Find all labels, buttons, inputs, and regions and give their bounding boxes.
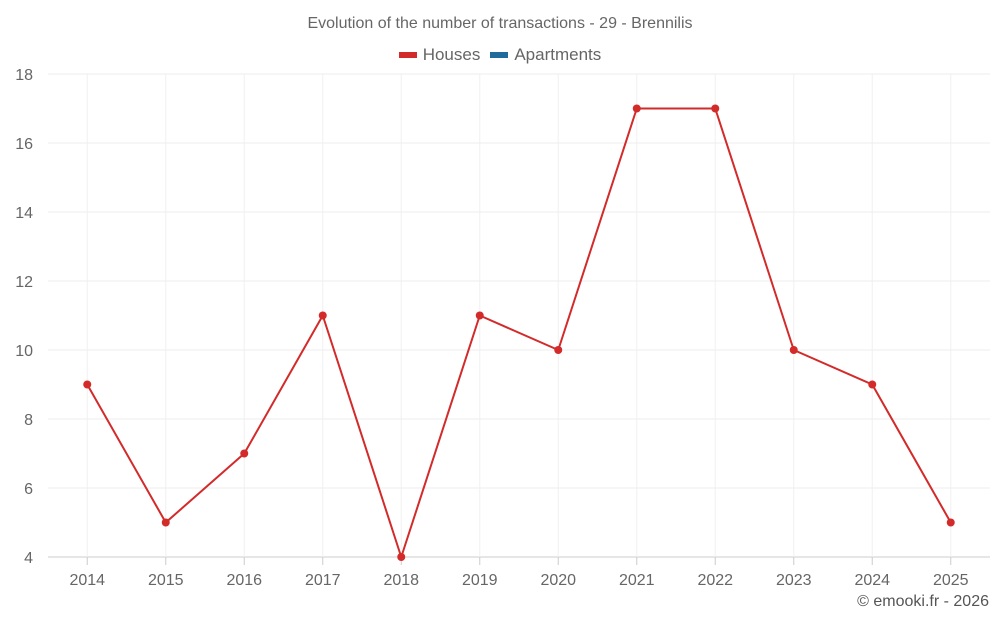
x-tick-label: 2020 xyxy=(540,572,576,589)
y-tick-label: 6 xyxy=(24,481,33,498)
legend: Houses Apartments xyxy=(0,45,1000,65)
data-point-houses[interactable] xyxy=(475,311,484,320)
legend-entry-apartments[interactable]: Apartments xyxy=(490,45,601,65)
y-tick-label: 8 xyxy=(24,412,33,429)
y-tick-label: 16 xyxy=(15,136,33,153)
y-tick-label: 12 xyxy=(15,274,33,291)
data-point-houses[interactable] xyxy=(868,380,877,389)
legend-label-houses: Houses xyxy=(422,45,481,64)
x-tick-label: 2018 xyxy=(383,572,419,589)
data-point-houses[interactable] xyxy=(161,518,170,527)
x-tick-label: 2015 xyxy=(148,572,184,589)
y-tick-label: 4 xyxy=(24,550,33,567)
y-tick-label: 14 xyxy=(15,205,33,222)
x-tick-label: 2023 xyxy=(776,572,812,589)
legend-swatch-houses xyxy=(398,52,417,58)
data-point-houses[interactable] xyxy=(632,104,641,113)
x-tick-label: 2024 xyxy=(854,572,890,589)
y-tick-label: 18 xyxy=(15,67,33,84)
legend-entry-houses[interactable]: Houses xyxy=(398,45,481,65)
legend-swatch-apartments xyxy=(490,52,509,58)
data-point-houses[interactable] xyxy=(318,311,327,320)
data-point-houses[interactable] xyxy=(240,449,249,458)
data-point-houses[interactable] xyxy=(789,346,798,354)
x-tick-label: 2016 xyxy=(226,572,262,589)
legend-label-apartments: Apartments xyxy=(514,45,602,64)
x-tick-label: 2019 xyxy=(462,572,498,589)
data-point-houses[interactable] xyxy=(83,380,92,389)
data-point-houses[interactable] xyxy=(397,553,406,561)
x-tick-label: 2022 xyxy=(697,572,733,589)
data-point-houses[interactable] xyxy=(711,104,720,113)
x-tick-label: 2017 xyxy=(305,572,341,589)
x-tick-label: 2025 xyxy=(933,572,969,589)
series-line-houses xyxy=(86,107,952,558)
y-tick-label: 10 xyxy=(15,343,33,360)
data-point-houses[interactable] xyxy=(554,346,563,354)
x-tick-label: 2021 xyxy=(619,572,655,589)
x-tick-label: 2014 xyxy=(69,572,105,589)
chart-title: Evolution of the number of transactions … xyxy=(307,15,693,32)
data-point-houses[interactable] xyxy=(946,518,955,527)
credit-text: © emooki.fr - 2026 xyxy=(857,593,989,610)
